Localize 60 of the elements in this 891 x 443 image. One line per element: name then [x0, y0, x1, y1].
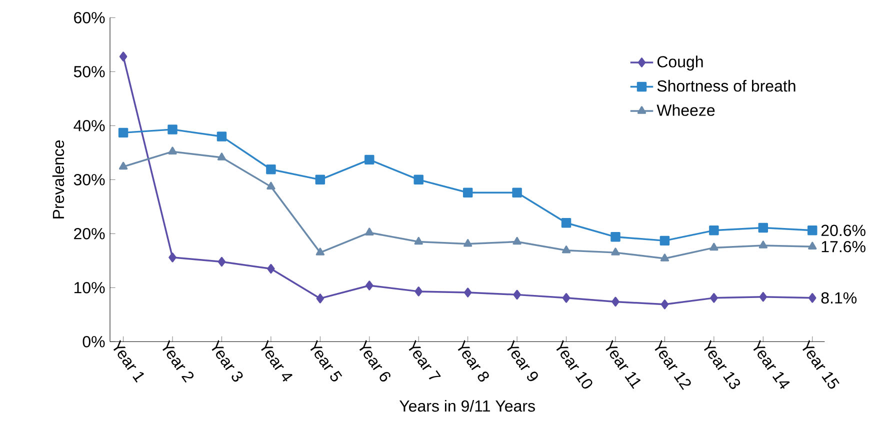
- point: [217, 152, 226, 160]
- point: [168, 146, 177, 154]
- point: [562, 293, 570, 303]
- point: [808, 293, 816, 303]
- point: [168, 124, 178, 134]
- y-tick-label: 0%: [82, 336, 105, 348]
- point: [758, 240, 768, 248]
- legend-label: Wheeze: [656, 104, 715, 116]
- point: [808, 226, 818, 236]
- point: [316, 248, 325, 256]
- point: [168, 252, 176, 262]
- point: [366, 280, 374, 290]
- point: [660, 254, 670, 262]
- point: [364, 154, 374, 165]
- point: [808, 242, 817, 250]
- y-tick-label: 10%: [74, 282, 105, 294]
- point: [710, 242, 718, 251]
- y-tick-label: 60%: [74, 12, 105, 24]
- point: [316, 294, 324, 304]
- y-tick-label: 20%: [74, 228, 105, 240]
- point: [709, 226, 719, 236]
- point: [414, 286, 422, 296]
- point: [758, 222, 768, 233]
- point: [315, 174, 326, 185]
- data-label: 17.6%: [822, 240, 866, 252]
- point: [710, 293, 718, 303]
- point: [266, 164, 276, 174]
- point: [462, 188, 473, 198]
- point: [610, 232, 620, 242]
- point: [660, 300, 669, 310]
- data-label: 8.1%: [821, 292, 857, 304]
- point: [611, 248, 620, 256]
- point: [464, 288, 472, 298]
- data-label: 20.6%: [821, 224, 866, 236]
- point: [119, 52, 128, 62]
- legend-label: Cough: [657, 56, 703, 71]
- legend-label: Shortness of breath: [657, 80, 796, 92]
- point: [118, 162, 128, 170]
- y-tick-label: 40%: [74, 120, 105, 132]
- point: [612, 296, 620, 307]
- point: [365, 228, 374, 236]
- point: [512, 236, 522, 245]
- y-axis-title: Prevalence: [52, 140, 64, 218]
- point: [759, 292, 768, 302]
- y-tick-label: 30%: [74, 174, 105, 186]
- y-tick-label: 50%: [74, 66, 105, 78]
- point: [463, 239, 472, 247]
- point: [414, 236, 423, 245]
- point: [266, 182, 276, 190]
- point: [513, 290, 521, 300]
- point: [660, 236, 670, 246]
- point: [414, 174, 424, 185]
- point: [216, 132, 227, 142]
- point: [562, 246, 571, 254]
- x-axis-title: Years in 9/11 Years: [399, 400, 535, 412]
- point: [561, 218, 572, 228]
- point: [118, 128, 128, 138]
- point: [218, 256, 226, 267]
- point: [267, 264, 275, 274]
- point: [512, 188, 522, 198]
